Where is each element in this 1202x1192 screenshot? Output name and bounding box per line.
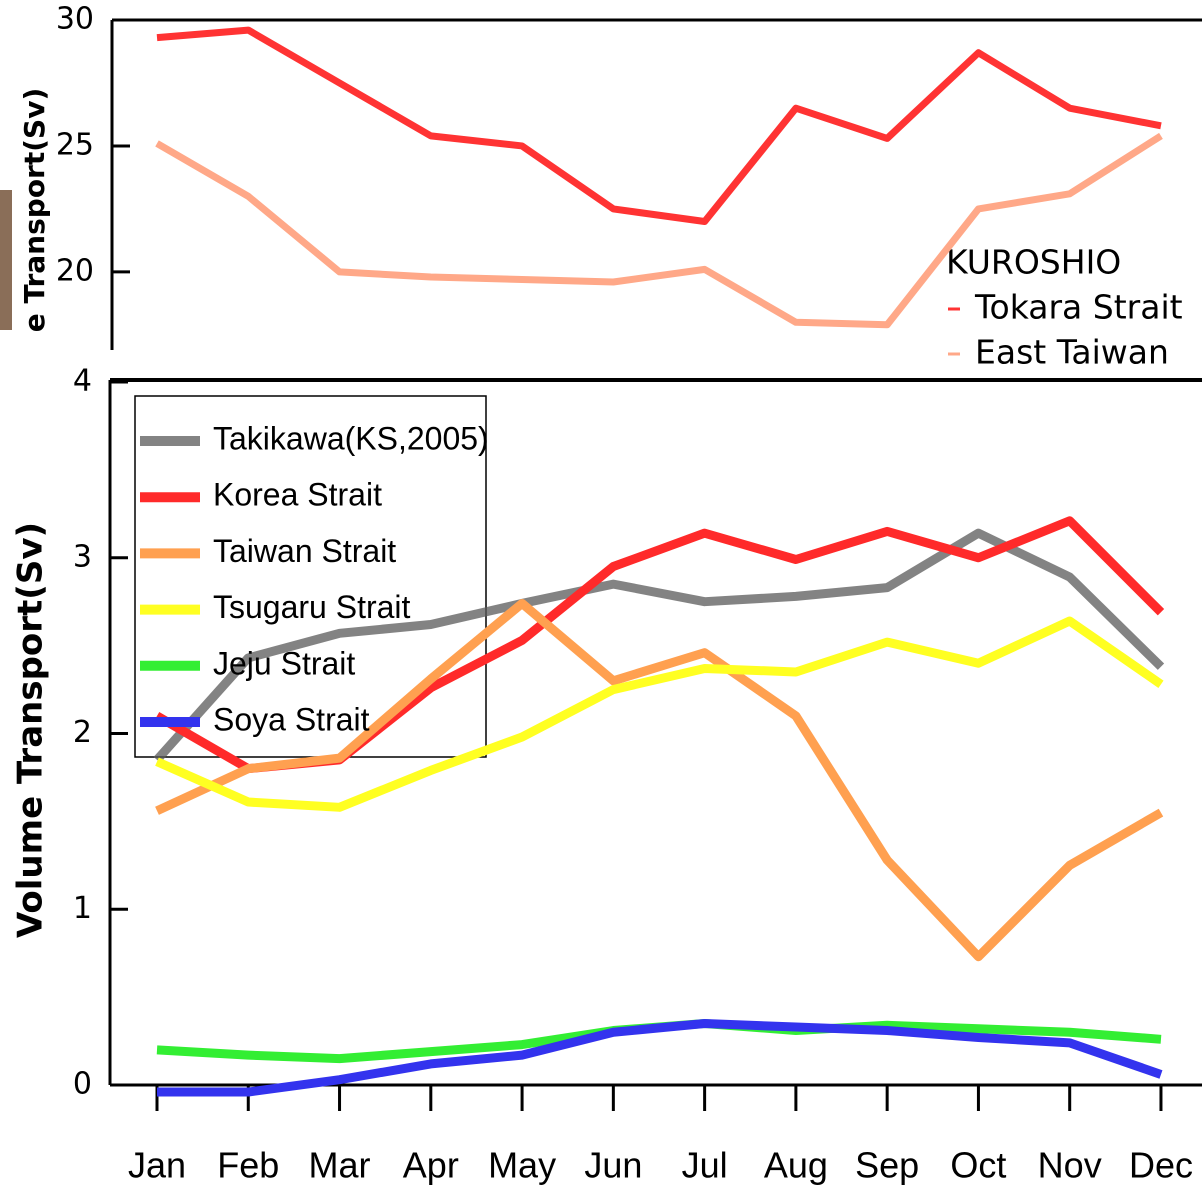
y-tick-label: 3 [73,539,92,574]
legend-label: Takikawa(KS,2005) [213,420,489,456]
y-axis-label: Volume Transport(Sv) [11,522,51,938]
x-tick-label: Feb [217,1145,279,1186]
x-tick-label: Apr [403,1145,459,1186]
legend-title: KUROSHIO [946,243,1121,282]
x-tick-label: Aug [764,1145,828,1186]
y-tick-label: 4 [73,364,92,399]
legend-label: Jeju Strait [213,645,355,681]
x-tick-label: Mar [309,1145,371,1186]
x-tick-label: Dec [1129,1145,1193,1186]
series-line [155,132,1163,329]
x-tick-label: Jan [128,1145,186,1186]
cropped-image [0,190,12,330]
legend-label: Tokara Strait [974,288,1183,327]
y-tick-label: 0 [73,1067,92,1102]
legend-label: Tsugaru Strait [213,589,411,625]
x-tick-label: Oct [950,1145,1006,1186]
series-line [153,528,1165,763]
x-tick-label: Jul [682,1145,728,1186]
series-line [155,616,1164,812]
x-tick-label: May [488,1145,556,1186]
y-axis-label: e Transport(Sv) [18,88,51,333]
y-tick-label: 2 [73,715,92,750]
legend-label: Korea Strait [213,477,382,513]
legend-label: Taiwan Strait [213,533,396,569]
y-tick-label: 25 [56,127,94,162]
y-tick-label: 1 [73,891,92,926]
x-tick-label: Jun [584,1145,642,1186]
series-line [157,1018,1163,1097]
x-tick-label: Sep [855,1145,919,1186]
legend-label: Soya Strait [213,701,370,737]
series-line [156,26,1162,226]
series-line [155,598,1164,962]
y-tick-label: 30 [56,2,94,37]
legend-label: East Taiwan [975,333,1169,372]
x-tick-label: Nov [1038,1145,1102,1186]
y-tick-label: 20 [56,253,94,288]
